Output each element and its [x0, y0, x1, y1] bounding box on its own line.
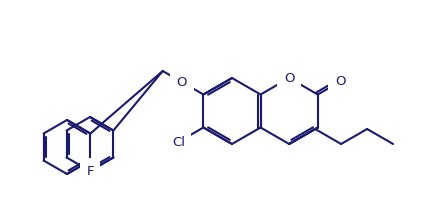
Text: O: O: [284, 71, 294, 84]
Text: O: O: [335, 75, 345, 88]
Text: O: O: [176, 75, 187, 88]
Text: F: F: [86, 164, 94, 177]
Text: Cl: Cl: [172, 136, 185, 149]
